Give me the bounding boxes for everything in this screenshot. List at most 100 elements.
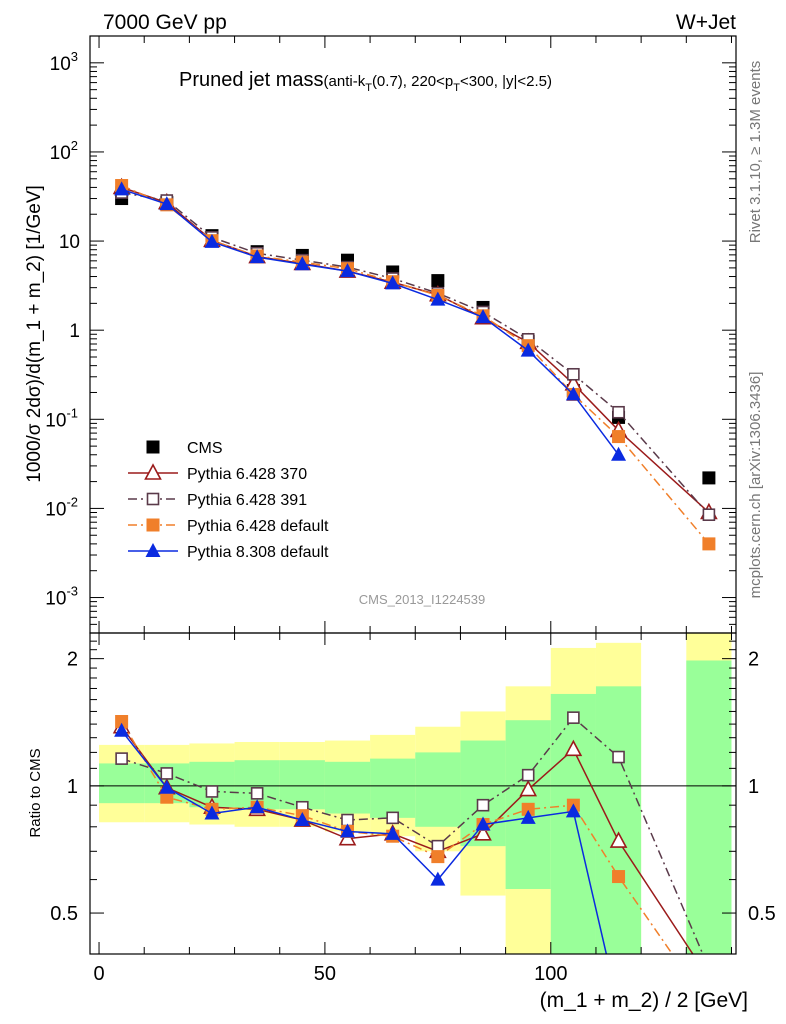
ratio-plot-series [112,711,716,985]
data-point-p8_default [565,386,581,401]
legend-marker-p6_default [146,518,160,532]
data-point-p8_default [204,233,220,248]
ratio-point-p6_default [521,802,535,816]
ratio-point-p6_391 [431,839,445,853]
legend: CMS Pythia 6.428 370 Pythia 6.428 391 Pythi… [128,440,329,561]
ratio-point-p8_default [294,812,310,827]
ratio-band-green [550,693,596,954]
ratio-band-green [99,763,145,804]
ratio-point-p6_391 [386,811,399,825]
ratio-point-p8_default [520,809,536,824]
data-point-p8_default [249,249,265,264]
ratio-point-p8_default [475,816,491,831]
ratio-line-p8_default [121,730,608,954]
data-point-p6_391 [702,508,716,522]
title-sub: (anti-k [324,73,366,90]
header-left-label: 7000 GeV pp [103,11,227,34]
ratio-point-p8_default [204,805,220,820]
ratio-band-green [686,660,732,954]
ratio-point-p8_default [430,871,446,886]
data-point-p6_391 [612,405,625,419]
title-sub-rest: (0.7), 220<p [372,73,453,90]
y-tick-label-ratio: 0.5 [50,903,78,925]
mcplots-label: mcplots.cern.ch [arXiv:1306.3436] [747,372,764,599]
ratio-point-p8_default [339,823,355,838]
ratio-point-p6_391 [160,767,174,780]
ratio-point-p6_391 [250,787,264,800]
title-sub-T2: T [453,82,460,94]
x-tick-label: 0 [93,963,104,985]
ratio-point-p8_default [249,799,265,814]
y-tick-label-ratio: 2 [67,649,78,671]
legend-marker-p8_default [145,543,161,557]
data-point-p8_default [430,291,446,306]
ratio-point-p6_370 [564,739,583,757]
ratio-point-p6_default [431,850,445,864]
y-tick-label-top: 10-1 [45,405,78,431]
y-tick-label-top: 10 [59,232,80,253]
data-point-p8_default [475,309,491,324]
y-tick-label-top: 10-3 [45,584,78,610]
y-axis-title-ratio: Ratio to CMS [27,748,44,837]
data-point-p6_391 [567,367,580,381]
data-point-cms [702,471,716,485]
tick-labels: 0 50 100 103 102 1 10 10-1 10-2 10-3 2 2 1 1 0.5 0.5 [45,49,776,985]
data-point-p8_default [339,263,355,278]
data-point-p8_default [114,181,130,196]
y-tick-label-top: 103 [50,49,78,75]
ratio-point-p6_default [115,714,129,728]
ratio-frame [89,632,737,955]
data-point-p8_default [159,196,175,211]
ratio-point-p6_370 [609,831,628,848]
legend-marker-p6_391 [146,492,160,506]
ratio-point-p6_391 [115,752,128,765]
ratio-point-p6_370 [519,779,538,797]
ratio-point-p6_default [612,870,626,884]
data-point-p8_default [520,342,536,357]
legend-marker-cms [146,440,160,454]
title-sub-end: <300, |y|<2.5) [460,73,552,90]
ratio-point-p6_391 [476,798,490,812]
ratio-point-p6_default [160,790,174,804]
ratio-point-p8_default [565,803,581,818]
y-tick-label-top: 10-2 [45,494,78,520]
x-tick-label: 50 [314,963,336,985]
data-point-cms [431,274,445,288]
plot-title: Pruned jet mass(anti-kT(0.7), 220<pT<300… [179,69,552,94]
ratio-band-green [595,686,642,954]
y-tick-label-top: 1 [69,321,80,342]
ratio-point-p8_default [385,825,401,840]
legend-label-p8_default: Pythia 8.308 default [187,544,329,561]
data-point-p8_default [385,275,401,290]
title-sub-T: T [365,82,372,94]
main-plot-series [112,177,718,551]
ratio-point-p6_370 [701,971,716,985]
ratio-point-p6_391 [703,963,714,974]
analysis-id-label: CMS_2013_I1224539 [359,592,486,607]
ratio-point-p6_391 [567,711,580,724]
legend-label-p6_370: Pythia 6.428 370 [187,466,307,483]
x-axis-title: (m_1 + m_2) / 2 [GeV] [540,989,748,1012]
ratio-point-p6_391 [205,785,219,798]
plot-frames [89,35,737,955]
legend-label-cms: CMS [187,440,223,457]
ratio-point-p6_391 [521,768,535,782]
legend-label-p6_391: Pythia 6.428 391 [187,492,307,509]
ratio-point-p8_default [114,722,130,737]
ratio-bands [99,633,732,954]
x-tick-label: 100 [534,963,567,985]
data-point-p8_default [294,256,310,271]
ratio-point-p6_370 [474,824,492,841]
y-axis-title-top: 1000/σ 2dσ)/d(m_1 + m_2) [1/GeV] [24,185,45,483]
header-right-label: W+Jet [676,11,736,34]
y-tick-label-ratio: 1 [67,776,78,798]
ratio-point-p6_391 [612,750,625,764]
data-point-p8_default [611,446,627,461]
series-line-p8_default [121,188,620,456]
ratio-band-green [415,752,461,827]
legend-marker-p6_370 [144,463,162,480]
ratio-band-green [370,758,416,818]
y-tick-label-top: 102 [50,138,78,164]
rivet-label: Rivet 3.1.10, ≥ 1.3M events [747,61,764,244]
